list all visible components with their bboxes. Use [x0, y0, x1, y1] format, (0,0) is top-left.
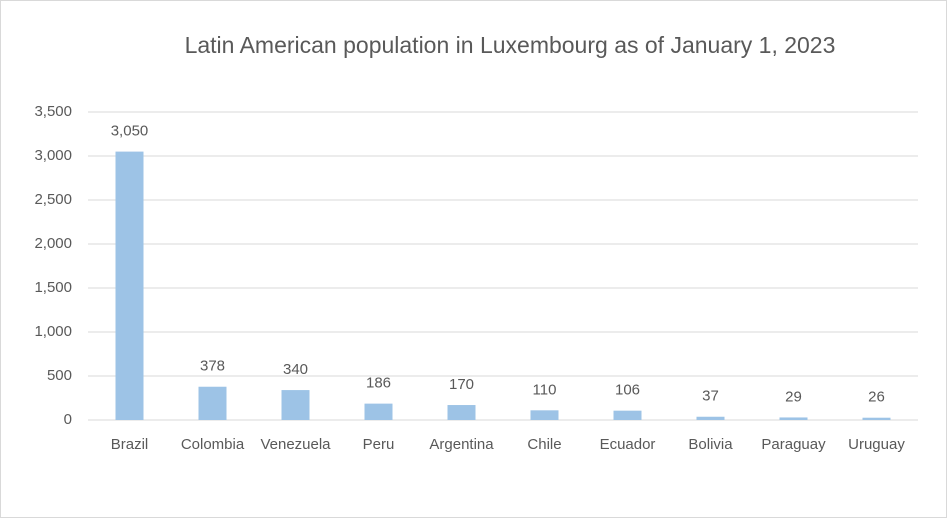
y-tick-label: 3,000 — [34, 147, 72, 164]
bar — [779, 417, 808, 420]
y-tick-label: 2,000 — [34, 235, 72, 252]
y-tick-label: 0 — [64, 411, 72, 428]
y-tick-label: 2,500 — [34, 191, 72, 208]
bar — [198, 386, 227, 420]
bar — [613, 410, 642, 420]
bar — [115, 151, 144, 420]
bar — [530, 410, 559, 420]
data-label: 110 — [533, 381, 557, 398]
y-tick-label: 3,500 — [34, 103, 72, 120]
x-tick-label: Ecuador — [600, 436, 656, 453]
bar — [364, 403, 393, 420]
bar — [696, 416, 725, 420]
data-label: 106 — [615, 382, 640, 399]
data-label: 3,050 — [111, 123, 149, 140]
x-tick-label: Brazil — [111, 436, 149, 453]
bar — [862, 417, 891, 420]
x-tick-label: Colombia — [181, 436, 245, 453]
x-tick-label: Argentina — [429, 436, 494, 453]
x-tick-label: Venezuela — [260, 436, 331, 453]
x-tick-label: Bolivia — [688, 436, 733, 453]
x-tick-label: Peru — [363, 436, 395, 453]
y-tick-label: 1,500 — [34, 279, 72, 296]
x-tick-label: Chile — [527, 436, 561, 453]
data-label: 170 — [449, 376, 474, 393]
x-tick-label: Uruguay — [848, 436, 905, 453]
data-label: 37 — [702, 388, 719, 405]
data-label: 340 — [283, 361, 308, 378]
data-label: 378 — [200, 358, 225, 375]
data-label: 186 — [366, 375, 391, 392]
chart-title: Latin American population in Luxembourg … — [184, 32, 836, 58]
y-tick-label: 500 — [47, 367, 72, 384]
data-label: 29 — [785, 388, 802, 405]
y-tick-label: 1,000 — [34, 323, 72, 340]
data-label: 26 — [868, 389, 885, 406]
bar — [281, 390, 310, 420]
x-tick-label: Paraguay — [761, 436, 826, 453]
bar — [447, 405, 476, 420]
